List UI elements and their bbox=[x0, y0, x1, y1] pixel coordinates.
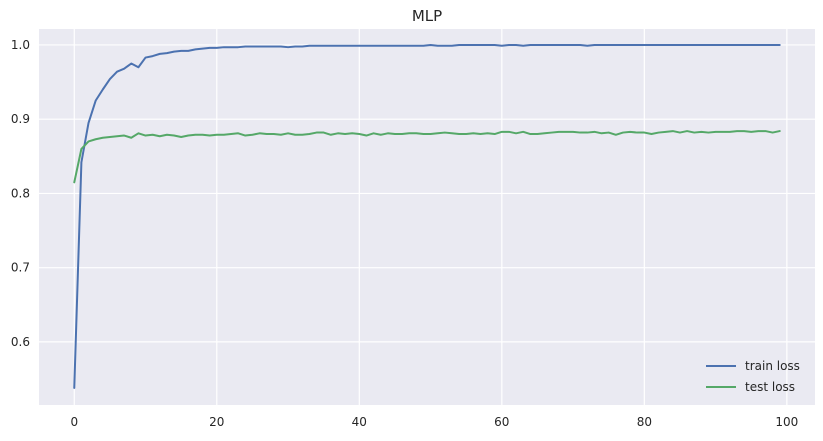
series-line-test-loss bbox=[73, 130, 781, 184]
y-tick-label: 0.6 bbox=[11, 335, 30, 349]
legend-label: test loss bbox=[745, 380, 795, 394]
y-tick-labels: 0.6 0.7 0.8 0.9 1.0 bbox=[11, 38, 30, 349]
legend: train loss test loss bbox=[706, 359, 800, 394]
y-tick-label: 1.0 bbox=[11, 38, 30, 52]
chart-title: MLP bbox=[412, 7, 442, 25]
legend-item: train loss bbox=[706, 359, 800, 373]
x-tick-label: 60 bbox=[494, 415, 509, 429]
series-line-train-loss bbox=[73, 43, 781, 389]
y-tick-label: 0.8 bbox=[11, 186, 30, 200]
x-tick-labels: 0 20 40 60 80 100 bbox=[70, 415, 798, 429]
x-tick-label: 80 bbox=[637, 415, 652, 429]
x-tick-label: 100 bbox=[775, 415, 798, 429]
legend-item: test loss bbox=[706, 380, 795, 394]
x-tick-label: 20 bbox=[209, 415, 224, 429]
grid-lines bbox=[39, 29, 815, 405]
y-tick-label: 0.9 bbox=[11, 112, 30, 126]
x-tick-label: 0 bbox=[70, 415, 78, 429]
legend-label: train loss bbox=[745, 359, 800, 373]
y-tick-label: 0.7 bbox=[11, 261, 30, 275]
x-tick-label: 40 bbox=[352, 415, 367, 429]
plot-background bbox=[39, 29, 815, 405]
series-group bbox=[73, 43, 781, 389]
